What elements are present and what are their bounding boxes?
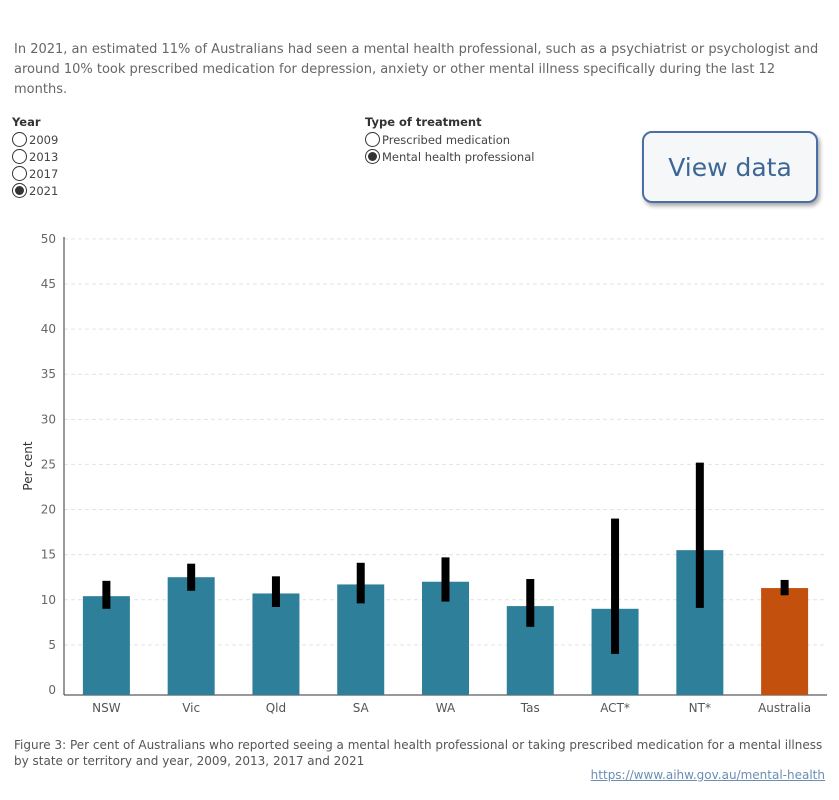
treatment-option-medication[interactable]: Prescribed medication — [365, 131, 534, 148]
error-bar-sa — [356, 562, 365, 604]
y-tick-label: 45 — [41, 277, 56, 291]
error-bar-australia — [780, 579, 789, 596]
year-option-2017[interactable]: 2017 — [12, 165, 58, 182]
year-filter-title: Year — [12, 115, 41, 129]
year-option-2009[interactable]: 2009 — [12, 131, 58, 148]
y-tick-label: 10 — [41, 593, 56, 607]
x-tick-label: Tas — [520, 701, 540, 715]
error-bar-wa — [441, 557, 450, 602]
year-option-label: 2021 — [29, 183, 59, 198]
x-tick-label: WA — [436, 701, 456, 715]
x-tick-label: Vic — [182, 701, 200, 715]
x-tick-label: NT* — [689, 701, 711, 715]
x-tick-label: ACT* — [600, 701, 630, 715]
error-bar-tas — [526, 579, 535, 627]
treatment-filter-title: Type of treatment — [365, 115, 482, 129]
source-link[interactable]: https://www.aihw.gov.au/mental-health — [590, 768, 825, 782]
x-tick-label: Qld — [266, 701, 286, 715]
year-option-label: 2009 — [29, 132, 59, 147]
year-option-label: 2017 — [29, 166, 59, 181]
intro-text: In 2021, an estimated 11% of Australians… — [14, 42, 819, 97]
y-tick-label: 5 — [48, 638, 56, 652]
bar-chart: 0 5 10 15 20 25 30 35 40 45 50 Per cent NSW Vic Qld SA W… — [21, 232, 827, 715]
radio-2017[interactable] — [12, 166, 27, 181]
radio-medication[interactable] — [365, 132, 380, 147]
error-bar-nt — [695, 462, 704, 608]
year-option-2013[interactable]: 2013 — [12, 148, 58, 165]
treatment-option-label: Prescribed medication — [382, 132, 511, 147]
error-bar-qld — [271, 576, 280, 607]
treatment-option-label: Mental health professional — [382, 149, 535, 164]
year-option-label: 2013 — [29, 149, 59, 164]
y-tick-label: 25 — [41, 457, 56, 471]
y-tick-label: 30 — [41, 412, 56, 426]
y-tick-label: 40 — [41, 322, 56, 336]
bar-australia — [761, 588, 809, 695]
y-tick-label: 15 — [41, 548, 56, 562]
y-tick-label: 50 — [41, 232, 56, 246]
bar-vic — [167, 577, 215, 695]
x-tick-label: NSW — [92, 701, 121, 715]
error-bar-vic — [187, 563, 196, 591]
bar-qld — [252, 593, 300, 695]
year-option-2021[interactable]: 2021 — [12, 182, 58, 199]
radio-professional[interactable] — [365, 149, 380, 164]
bar-nsw — [82, 596, 130, 695]
y-tick-label: 35 — [41, 367, 56, 381]
x-tick-label: Australia — [758, 701, 811, 715]
view-data-button[interactable]: View data — [642, 131, 818, 203]
treatment-filter: Type of treatment Prescribed medication … — [365, 115, 534, 165]
year-filter: Year 2009 2013 2017 2021 — [12, 115, 58, 199]
treatment-option-professional[interactable]: Mental health professional — [365, 148, 534, 165]
radio-2021[interactable] — [12, 183, 27, 198]
y-axis-label: Per cent — [21, 441, 35, 491]
error-bar-act — [611, 518, 620, 654]
y-tick-label: 20 — [41, 503, 56, 517]
x-tick-label: SA — [353, 701, 370, 715]
y-tick-label: 0 — [48, 683, 56, 697]
figure-caption: Figure 3: Per cent of Australians who re… — [14, 738, 823, 768]
radio-2009[interactable] — [12, 132, 27, 147]
radio-2013[interactable] — [12, 149, 27, 164]
error-bar-nsw — [102, 580, 111, 609]
